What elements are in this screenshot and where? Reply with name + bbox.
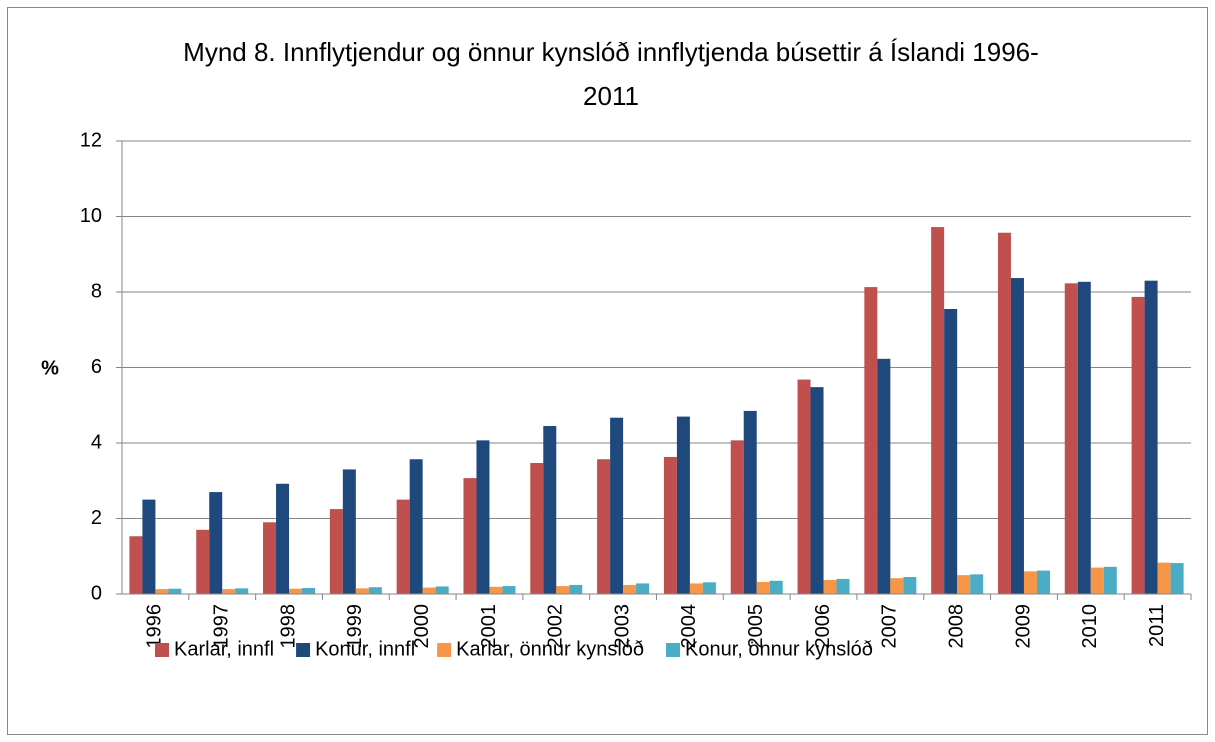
x-tick-label: 2007 (879, 604, 901, 649)
bar (623, 584, 637, 594)
bar (502, 586, 516, 594)
x-tick-label: 2006 (812, 604, 834, 649)
bar (756, 581, 770, 594)
bar (463, 478, 477, 594)
bar (903, 577, 917, 594)
bar (931, 227, 945, 594)
bar (329, 509, 343, 594)
bar (689, 583, 703, 594)
x-tick-label: 1999 (344, 604, 366, 649)
legend-label: Karlar, innfl (174, 638, 274, 660)
bar (168, 588, 182, 594)
bar (663, 456, 677, 594)
bar (263, 522, 277, 594)
bar (276, 483, 290, 594)
bar (610, 417, 624, 594)
bar (209, 492, 223, 594)
legend-label: Konur, önnur kynslóð (685, 638, 873, 660)
x-tick-label: 1998 (277, 604, 299, 649)
bar (702, 582, 716, 594)
y-tick-label: 12 (80, 129, 102, 151)
y-tick-label: 0 (91, 582, 102, 604)
x-tick-label: 2003 (611, 604, 633, 649)
x-tick-label: 2008 (945, 604, 967, 649)
bar (289, 588, 303, 594)
bar (743, 410, 757, 594)
x-tick-label: 1997 (211, 604, 233, 649)
bar (836, 578, 850, 594)
bar (1170, 563, 1184, 594)
bar (797, 379, 811, 594)
bar (1010, 278, 1024, 594)
bar (1023, 571, 1037, 594)
y-tick-label: 8 (91, 280, 102, 302)
bar (1144, 280, 1158, 594)
bar (355, 588, 369, 594)
bar (489, 586, 503, 594)
bar (142, 499, 156, 594)
bar (636, 583, 650, 594)
bar (569, 584, 583, 594)
bar (1036, 570, 1050, 594)
bar (235, 588, 249, 594)
chart-title: Mynd 8. Innflytjendur og önnur kynslóð i… (183, 37, 1039, 111)
x-tick-label: 2002 (545, 604, 567, 649)
x-tick-label: 2011 (1146, 604, 1168, 647)
y-tick-label: 2 (91, 507, 102, 529)
bar (676, 416, 690, 594)
bar (597, 459, 611, 594)
bar (222, 589, 236, 594)
legend-label: Konur, innfl (315, 638, 415, 660)
legend-swatch (437, 643, 452, 657)
bar (730, 440, 744, 594)
bar (997, 232, 1011, 595)
y-tick-label: 6 (91, 356, 102, 378)
x-tick-label: 2005 (745, 604, 767, 649)
y-tick-label: 10 (80, 205, 102, 227)
bar (409, 459, 423, 594)
bar (302, 587, 316, 594)
x-tick-label: 2000 (411, 604, 433, 649)
legend-swatch (155, 643, 169, 657)
bar (810, 387, 824, 594)
legend-swatch (296, 643, 311, 657)
x-tick-label: 1996 (144, 604, 166, 649)
bar (890, 578, 904, 594)
bar (129, 536, 143, 594)
bar (1157, 562, 1171, 594)
bar (155, 589, 169, 594)
bar (530, 463, 544, 594)
bar (342, 469, 356, 594)
bar (422, 587, 436, 594)
bar (1077, 281, 1091, 594)
x-tick-label: 2009 (1012, 604, 1034, 649)
bar (970, 574, 984, 594)
bar (476, 440, 490, 594)
bar (877, 358, 891, 594)
bar (368, 587, 382, 594)
x-tick-label: 2010 (1079, 604, 1101, 649)
x-tick-label: 2004 (678, 604, 700, 649)
bar (864, 287, 878, 594)
bar (1131, 296, 1145, 594)
bar (1064, 283, 1078, 594)
bar (944, 308, 958, 594)
bar (1103, 566, 1117, 594)
y-axis-label: % (41, 357, 59, 379)
bar (823, 580, 837, 594)
bar (1090, 567, 1104, 594)
bar (196, 529, 210, 594)
x-tick-label: 2001 (478, 604, 500, 649)
bar (957, 575, 971, 594)
bar (435, 586, 449, 594)
legend-swatch (666, 643, 681, 657)
bar (556, 586, 570, 594)
y-tick-label: 4 (91, 431, 102, 453)
bar (396, 499, 410, 594)
bar (543, 426, 557, 594)
bar (769, 580, 783, 594)
legend-label: Karlar, önnur kynslóð (456, 638, 644, 660)
